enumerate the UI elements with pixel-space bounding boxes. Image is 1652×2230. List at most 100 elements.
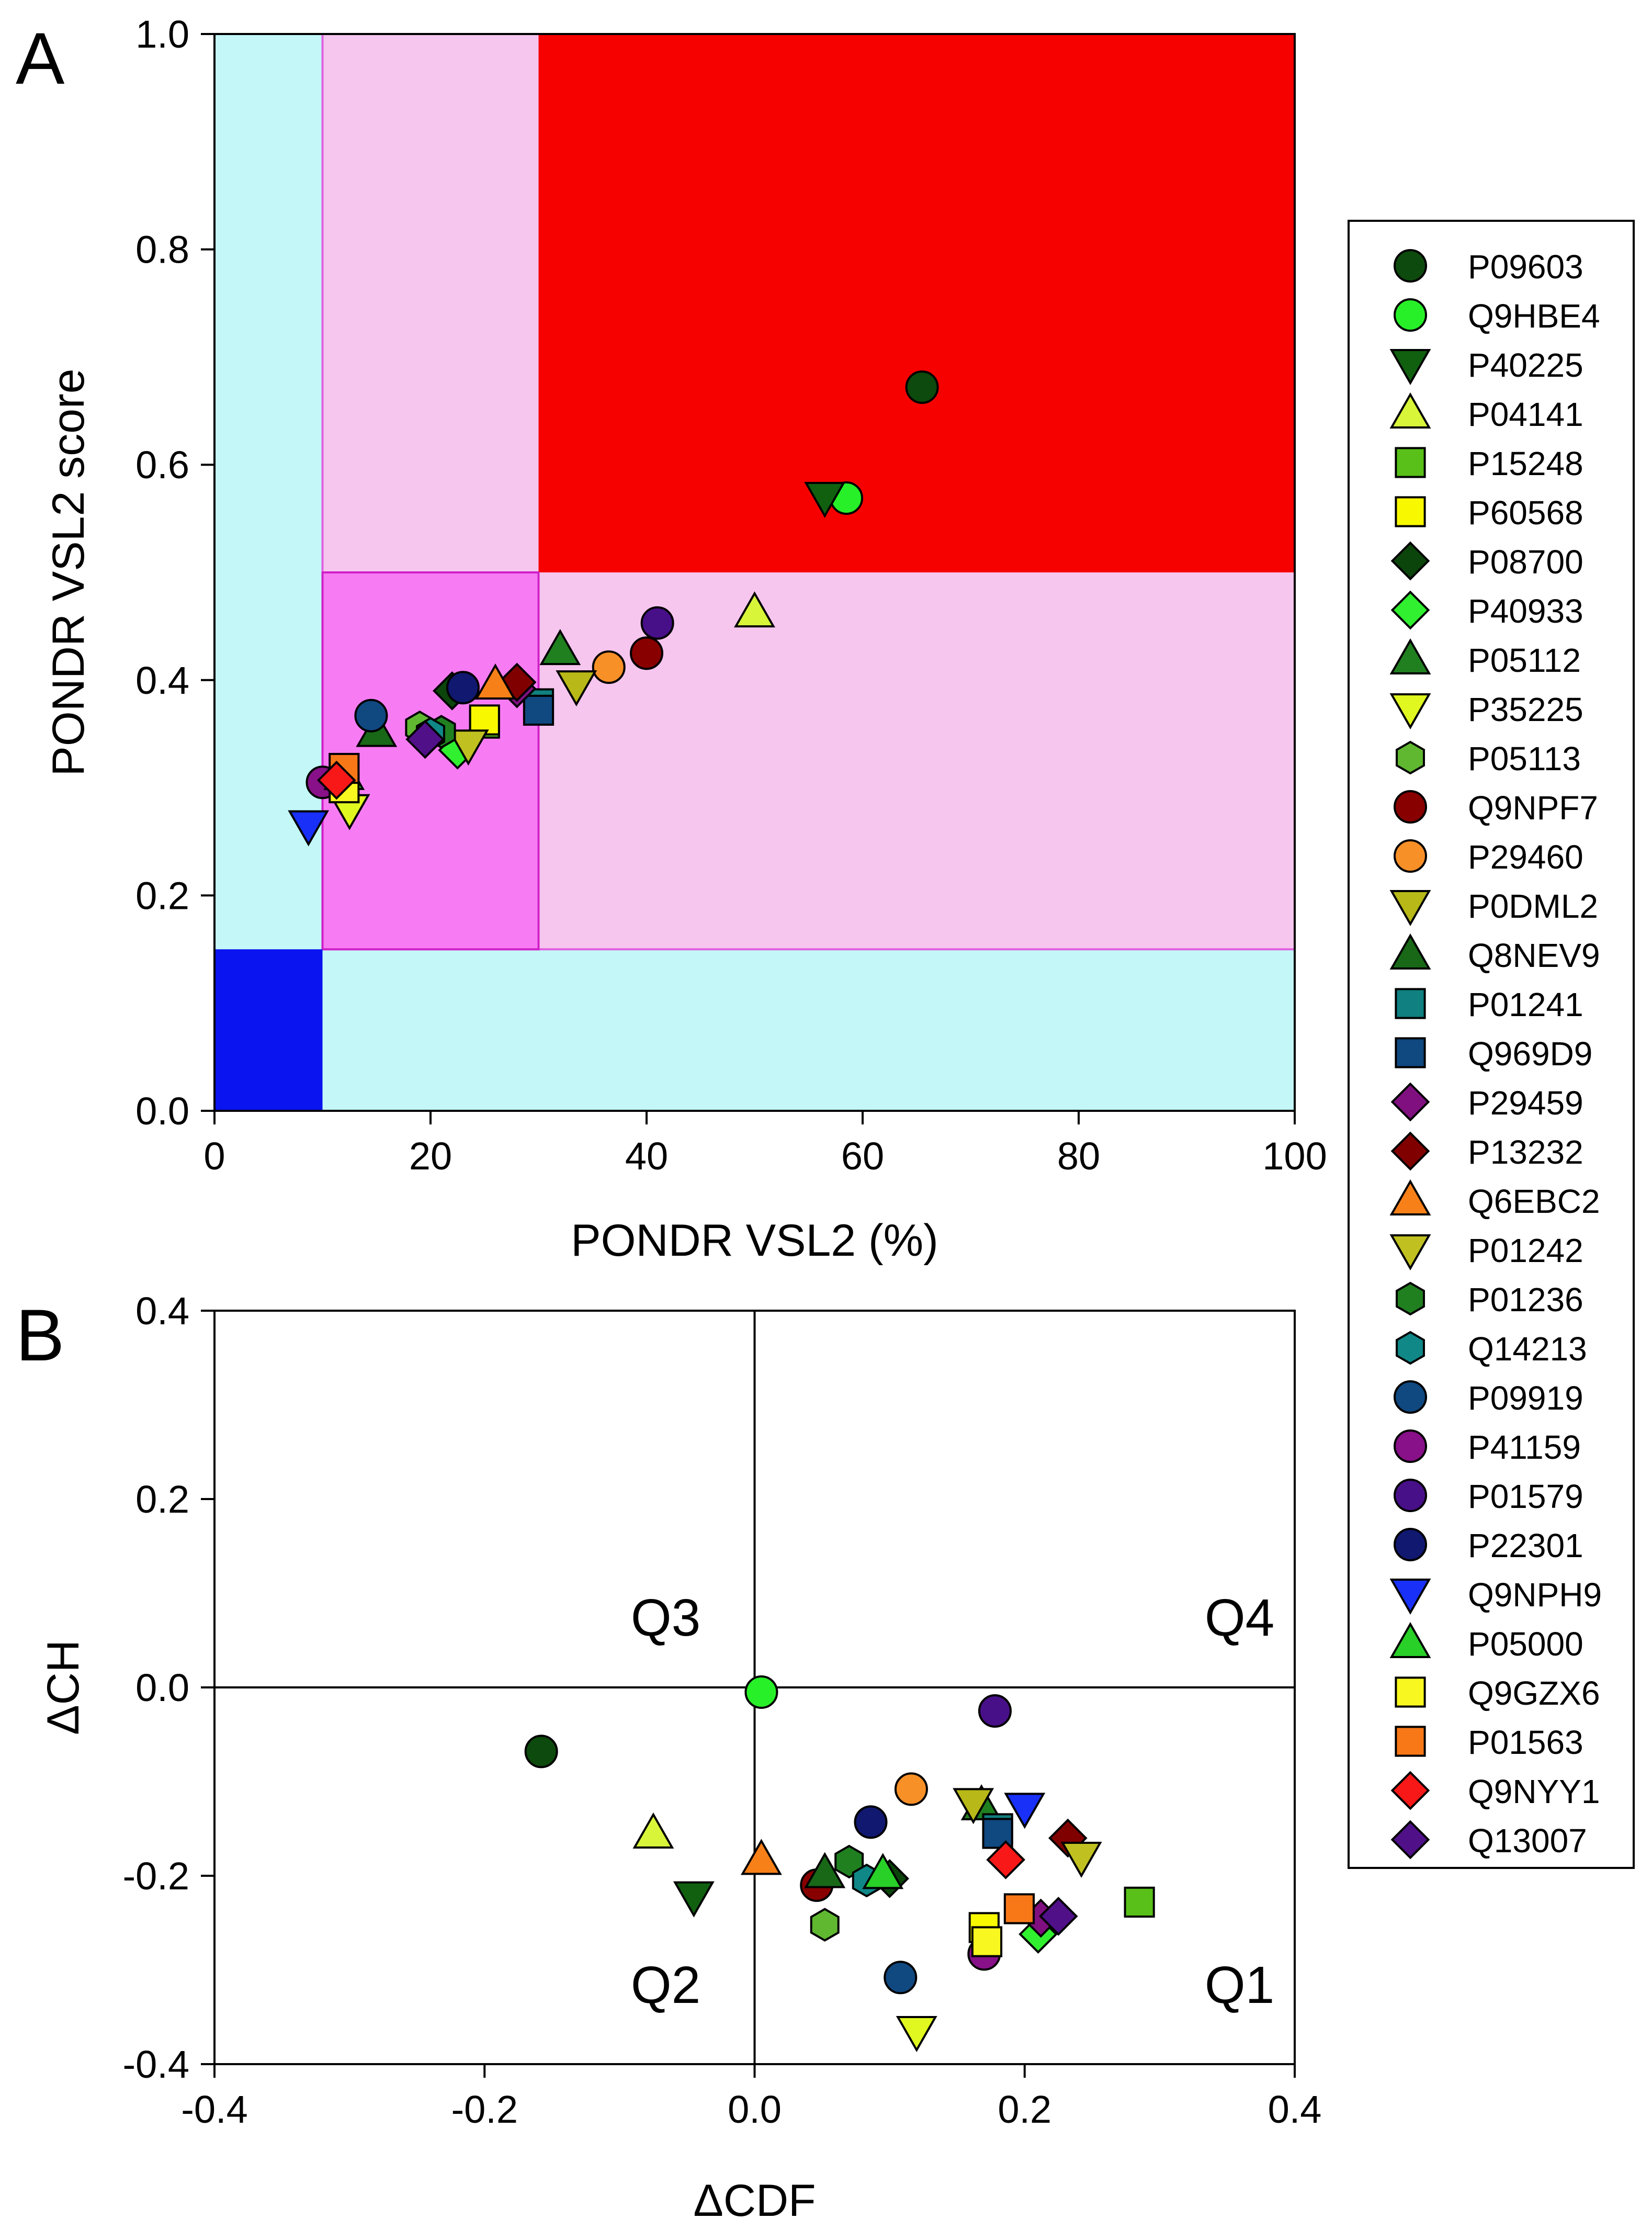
point-b-Q8NEV9 [804, 1852, 846, 1888]
point-a-P0DML2 [556, 670, 597, 707]
panel-b-points [524, 1675, 1155, 2053]
panel-b-xtick-label: 0.0 [728, 2088, 782, 2131]
panel-a-ylabel: PONDR VSL2 score [43, 368, 94, 776]
region-highly-disordered [538, 34, 1295, 572]
legend-label-Q9NPF7: Q9NPF7 [1468, 789, 1598, 827]
panel-b-ylabel: ΔCH [38, 1640, 88, 1735]
legend-marker-P05000 [1389, 1621, 1431, 1658]
legend-marker-Q9NYY1 [1390, 1771, 1430, 1810]
panel-b-xtick-label: 0.2 [998, 2088, 1051, 2131]
legend-marker-P05112 [1389, 638, 1431, 674]
legend-marker-P08700 [1390, 541, 1430, 581]
legend-label-P09603: P09603 [1468, 248, 1583, 286]
panel-a-xtick-label: 40 [625, 1134, 668, 1178]
point-a-Q9NYY1 [317, 760, 356, 800]
point-b-P01236 [834, 1844, 864, 1879]
legend-label-P40225: P40225 [1468, 346, 1583, 384]
legend-label-P35225: P35225 [1468, 691, 1583, 728]
point-a-P01579 [640, 606, 674, 640]
panel-b-ytick-label: 0.2 [135, 1478, 189, 1521]
panel-b-axes: -0.4 -0.2 0.0 0.2 0.4 -0.4 -0.2 0.0 0.2 0.4 ΔCDF ΔC… [38, 1289, 1321, 2226]
legend-label-P15248: P15248 [1468, 445, 1583, 482]
legend-marker-P04141 [1389, 392, 1431, 429]
point-a-P05112 [539, 629, 581, 666]
legend-label-P05113: P05113 [1468, 740, 1581, 778]
point-a-Q969D9 [523, 694, 555, 726]
point-b-Q9NYY1 [986, 1840, 1025, 1879]
panel-a-ytick-label: 0.2 [135, 874, 189, 917]
legend-label-P04141: P04141 [1468, 396, 1583, 433]
point-b-P15248 [1124, 1886, 1155, 1918]
legend-marker-Q9NPF7 [1394, 790, 1427, 824]
legend-label-Q13007: Q13007 [1468, 1822, 1587, 1860]
quadrant-label-q4: Q4 [1205, 1589, 1274, 1647]
point-b-P01563 [1003, 1893, 1035, 1924]
legend-marker-P01241 [1395, 988, 1426, 1019]
panel-b-xtick-label: -0.4 [181, 2088, 248, 2131]
legend-marker-Q9GZX6 [1395, 1676, 1426, 1708]
legend-label-P40933: P40933 [1468, 592, 1583, 630]
point-a-P01242 [447, 729, 489, 766]
panel-a-axes: 0 20 40 60 80 100 0.0 0.2 0.4 0.6 0.8 1.0 PONDR VSL2… [43, 13, 1327, 1266]
point-b-Q9GZX6 [971, 1926, 1003, 1957]
panel-b-xlabel: ΔCDF [693, 2176, 816, 2226]
point-b-P05000 [862, 1853, 904, 1889]
panel-b-ytick-label: 0.0 [135, 1666, 189, 1709]
legend-marker-P35225 [1389, 693, 1431, 730]
panel-a-regions [214, 33, 1296, 1111]
panel-b-ytick-label: 0.4 [135, 1289, 189, 1333]
legend-marker-Q9HBE4 [1394, 298, 1427, 332]
legend-label-P08700: P08700 [1468, 543, 1583, 581]
panel-a-xtick-label: 0 [203, 1134, 225, 1178]
legend-label-P29459: P29459 [1468, 1084, 1583, 1122]
legend-marker-P01563 [1395, 1726, 1426, 1757]
point-a-Q6EBC2 [474, 663, 516, 700]
legend-marker-P13232 [1390, 1131, 1430, 1171]
point-b-P22301 [854, 1805, 888, 1839]
legend-label-P09919: P09919 [1468, 1379, 1583, 1417]
legend-label-P01563: P01563 [1468, 1724, 1583, 1761]
point-b-P01579 [978, 1694, 1012, 1728]
legend-marker-P09919 [1394, 1380, 1427, 1414]
legend-marker-P29459 [1390, 1082, 1430, 1122]
legend-marker-Q13007 [1390, 1820, 1430, 1860]
legend-label-P13232: P13232 [1468, 1133, 1583, 1171]
point-b-Q9NPH9 [1004, 1793, 1046, 1829]
panel-a-label: A [16, 17, 65, 99]
point-b-P09919 [884, 1961, 918, 1995]
point-b-P40225 [673, 1881, 715, 1918]
legend-label-P01579: P01579 [1468, 1478, 1583, 1515]
panel-a-xlabel: PONDR VSL2 (%) [571, 1215, 938, 1266]
panel-b-xtick-label: 0.4 [1268, 2088, 1322, 2131]
quadrant-label-q2: Q2 [631, 1956, 700, 2014]
point-a-P04141 [734, 591, 775, 628]
legend-label-Q14213: Q14213 [1468, 1330, 1587, 1368]
panel-a-points [288, 370, 939, 847]
legend-marker-P09603 [1394, 249, 1427, 283]
quadrant-label-q1: Q1 [1205, 1956, 1274, 2014]
legend-label-P29460: P29460 [1468, 838, 1583, 876]
legend-label-Q969D9: Q969D9 [1468, 1035, 1592, 1073]
legend-marker-Q969D9 [1395, 1037, 1426, 1068]
legend-label-Q9NPH9: Q9NPH9 [1468, 1576, 1602, 1614]
legend: P09603 Q9HBE4 P40225 P04141 P15248 P60568 P087… [1348, 220, 1635, 1869]
legend-marker-P15248 [1395, 447, 1426, 478]
point-b-Q6EBC2 [740, 1839, 782, 1875]
panel-a-xtick-label: 80 [1057, 1134, 1100, 1178]
legend-label-Q9HBE4: Q9HBE4 [1468, 297, 1600, 335]
legend-marker-P01242 [1389, 1234, 1431, 1271]
point-b-P29460 [894, 1772, 928, 1806]
legend-label-P01241: P01241 [1468, 986, 1583, 1023]
legend-marker-P60568 [1395, 496, 1426, 527]
panel-a-ytick-label: 0.6 [135, 443, 189, 487]
legend-marker-Q8NEV9 [1389, 933, 1431, 970]
point-b-P13232 [1048, 1818, 1088, 1858]
legend-marker-Q14213 [1396, 1331, 1425, 1365]
panel-b-ytick-label: -0.2 [122, 1854, 189, 1898]
legend-marker-P01579 [1394, 1479, 1427, 1512]
panel-b-ytick-label: -0.4 [122, 2043, 189, 2086]
legend-label-Q8NEV9: Q8NEV9 [1468, 937, 1600, 974]
legend-label-Q9NYY1: Q9NYY1 [1468, 1773, 1600, 1810]
point-a-P40225 [804, 481, 846, 518]
